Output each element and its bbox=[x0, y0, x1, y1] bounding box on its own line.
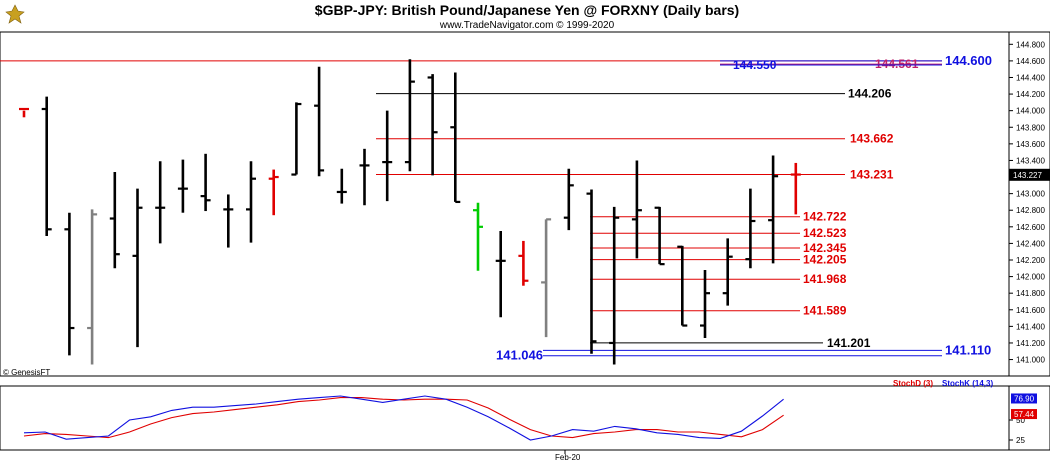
ohlc-bar bbox=[473, 202, 483, 271]
stoch-k-value: 76.90 bbox=[1014, 394, 1035, 403]
ohlc-bar bbox=[336, 168, 347, 204]
stoch-axis-ticks: 50 25 bbox=[1009, 416, 1025, 445]
ohlc-bar bbox=[450, 72, 461, 204]
stoch-d-line bbox=[23, 397, 784, 439]
level-label: 142.205 bbox=[803, 253, 847, 267]
chart-subtitle: www.TradeNavigator.com © 1999-2020 bbox=[439, 20, 615, 31]
ohlc-bar bbox=[677, 245, 688, 327]
level-label: 144.206 bbox=[848, 87, 892, 101]
price-tick-label: 144.800 bbox=[1016, 40, 1045, 49]
ohlc-bar bbox=[495, 230, 506, 318]
price-tick-label: 141.000 bbox=[1016, 356, 1045, 365]
stoch-panel bbox=[0, 385, 1010, 451]
price-tick-label: 142.600 bbox=[1016, 223, 1045, 232]
ohlc-bar bbox=[268, 169, 279, 216]
ohlc-bar bbox=[427, 74, 438, 176]
stoch-lines bbox=[23, 395, 784, 441]
ohlc-bar bbox=[654, 206, 665, 266]
price-bars bbox=[19, 59, 801, 365]
level-label: 144.550 bbox=[733, 58, 777, 72]
ohlc-bar bbox=[745, 188, 756, 269]
level-label: 142.523 bbox=[803, 226, 847, 240]
last-price-tag: 143.227 bbox=[1009, 168, 1050, 181]
chart-title: $GBP-JPY: British Pound/Japanese Yen @ F… bbox=[315, 2, 739, 18]
ohlc-bar bbox=[109, 172, 120, 269]
price-tick-label: 142.200 bbox=[1016, 256, 1045, 265]
x-axis-label: Feb-20 bbox=[555, 453, 581, 462]
stoch-tick-label: 25 bbox=[1016, 436, 1025, 445]
level-label: 143.231 bbox=[850, 167, 894, 181]
stoch-k-tag: 76.90 bbox=[1011, 393, 1037, 404]
stoch-k-line bbox=[23, 395, 784, 441]
ohlc-bar bbox=[19, 107, 29, 118]
price-tick-label: 141.400 bbox=[1016, 322, 1045, 331]
level-label: 144.561 bbox=[875, 57, 919, 71]
price-tick-label: 143.400 bbox=[1016, 156, 1045, 165]
ohlc-bar bbox=[631, 160, 642, 259]
price-tick-label: 144.400 bbox=[1016, 73, 1045, 82]
price-axis-ticks: 144.800 144.600 144.400 144.200 144.000 143.8… bbox=[1009, 40, 1045, 365]
price-tick-label: 142.800 bbox=[1016, 206, 1045, 215]
stoch-d-tag: 57.44 bbox=[1011, 409, 1037, 420]
ohlc-bar bbox=[586, 189, 597, 354]
price-panel bbox=[0, 31, 1010, 377]
level-label: 142.345 bbox=[803, 241, 847, 255]
price-tick-label: 142.400 bbox=[1016, 239, 1045, 248]
ohlc-bar bbox=[64, 212, 75, 356]
ohlc-bar bbox=[609, 206, 620, 365]
ohlc-bar bbox=[132, 188, 143, 348]
watermark: © GenesisFT bbox=[3, 368, 50, 377]
level-label: 144.600 bbox=[945, 53, 992, 68]
price-tick-label: 141.800 bbox=[1016, 289, 1045, 298]
price-tick-label: 141.600 bbox=[1016, 306, 1045, 315]
price-tick-label: 141.200 bbox=[1016, 339, 1045, 348]
price-tick-label: 144.600 bbox=[1016, 57, 1045, 66]
level-label: 141.110 bbox=[945, 342, 991, 357]
ohlc-bar bbox=[87, 209, 98, 365]
price-tick-label: 143.600 bbox=[1016, 140, 1045, 149]
price-tick-label: 142.000 bbox=[1016, 273, 1045, 282]
ohlc-bar bbox=[518, 240, 529, 286]
level-label: 141.589 bbox=[803, 304, 847, 318]
level-label: 141.201 bbox=[827, 336, 871, 350]
logo-icon bbox=[4, 4, 26, 26]
level-label: 142.722 bbox=[803, 210, 847, 224]
ohlc-bar bbox=[246, 161, 256, 243]
ohlc-bar bbox=[404, 59, 415, 172]
price-tick-label: 143.800 bbox=[1016, 123, 1045, 132]
stoch-tick-label: 50 bbox=[1016, 416, 1025, 425]
ohlc-bar bbox=[541, 218, 552, 338]
level-label: 141.968 bbox=[803, 272, 847, 286]
price-tick-label: 143.000 bbox=[1016, 190, 1045, 199]
stoch-d-value: 57.44 bbox=[1014, 410, 1035, 419]
level-lines: 144.600 144.561 144.550 144.206 143.662 143.2… bbox=[0, 53, 992, 363]
stoch-d-legend: StochD (3) bbox=[893, 379, 933, 388]
ohlc-bar bbox=[291, 102, 302, 176]
ohlc-bar bbox=[790, 162, 801, 215]
ohlc-bar bbox=[700, 269, 710, 338]
ohlc-bar bbox=[200, 153, 211, 212]
ohlc-bar bbox=[41, 96, 52, 236]
price-tick-label: 144.000 bbox=[1016, 107, 1045, 116]
price-tick-label: 144.200 bbox=[1016, 90, 1045, 99]
level-label: 141.046 bbox=[496, 348, 543, 363]
ohlc-bar bbox=[722, 238, 733, 306]
ohlc-bar bbox=[382, 110, 393, 202]
price-axis bbox=[1008, 31, 1050, 377]
ohlc-bar bbox=[223, 194, 234, 248]
ohlc-bar bbox=[359, 148, 370, 206]
ohlc-bar bbox=[563, 168, 574, 231]
stoch-k-legend: StochK (14,3) bbox=[942, 379, 993, 388]
level-label: 143.662 bbox=[850, 132, 894, 146]
ohlc-bar bbox=[314, 66, 325, 177]
last-price-label: 143.227 bbox=[1013, 171, 1042, 180]
ohlc-bar bbox=[177, 159, 188, 213]
ohlc-bar bbox=[768, 155, 779, 264]
ohlc-bar bbox=[155, 161, 166, 244]
